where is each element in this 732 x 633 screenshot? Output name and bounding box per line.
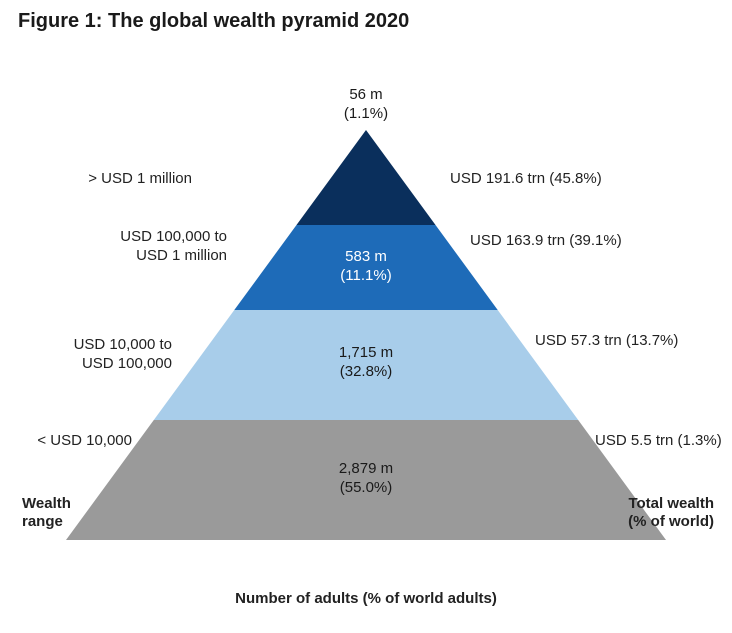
tier-lower-mid-adults-count: 1,715 m [339,344,393,361]
tier-bottom-adults: 2,879 m (55.0%) [339,460,393,498]
axis-right-l1: Total wealth [628,495,714,512]
tier-lower-mid-range-l1: USD 10,000 to [74,336,172,353]
tier-upper-mid-range: USD 100,000 to USD 1 million [47,228,227,266]
axis-right-l2: (% of world) [628,513,714,530]
tier-upper-mid-adults: 583 m (11.1%) [340,248,391,286]
tier-bottom-wealth: USD 5.5 trn (1.3%) [595,432,722,451]
tier-bottom-adults-count: 2,879 m [339,460,393,477]
tier-upper-mid-range-l2: USD 1 million [136,247,227,264]
tier-lower-mid-adults-pct: (32.8%) [340,363,393,380]
tier-lower-mid-range-l2: USD 100,000 [82,355,172,372]
tier-top-range: > USD 1 million [12,170,192,189]
axis-bottom-label: Number of adults (% of world adults) [0,590,732,607]
tier-top-adults: 56 m (1.1%) [344,86,388,124]
wealth-pyramid-figure: Figure 1: The global wealth pyramid 2020… [0,0,732,633]
tier-upper-mid-adults-pct: (11.1%) [340,267,391,284]
axis-left-label: Wealth range [22,495,71,531]
tier-upper-mid-adults-count: 583 m [345,248,387,265]
axis-right-label: Total wealth (% of world) [628,495,714,531]
tier-top-shape [296,130,435,225]
tier-top-adults-pct: (1.1%) [344,105,388,122]
tier-lower-mid-wealth: USD 57.3 trn (13.7%) [535,332,678,351]
axis-left-l2: range [22,513,63,530]
tier-upper-mid-range-l1: USD 100,000 to [120,228,227,245]
tier-lower-mid-adults: 1,715 m (32.8%) [339,344,393,382]
tier-upper-mid-wealth: USD 163.9 trn (39.1%) [470,232,622,251]
tier-bottom-adults-pct: (55.0%) [340,479,393,496]
axis-left-l1: Wealth [22,495,71,512]
tier-bottom-range: < USD 10,000 [12,432,132,451]
tier-lower-mid-range: USD 10,000 to USD 100,000 [22,336,172,374]
tier-top-wealth: USD 191.6 trn (45.8%) [450,170,602,189]
tier-top-adults-count: 56 m [349,86,382,103]
